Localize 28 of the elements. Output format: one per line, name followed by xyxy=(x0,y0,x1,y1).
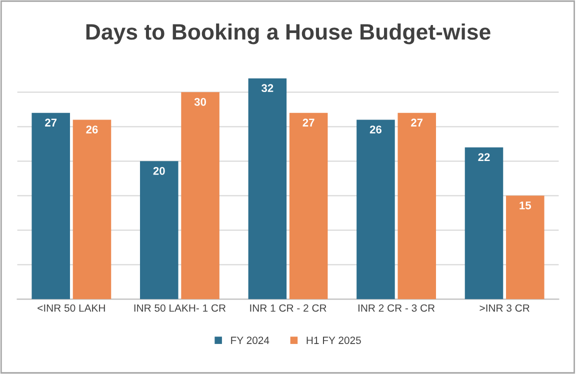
data-label: 15 xyxy=(520,202,532,210)
data-label: 30 xyxy=(194,98,206,106)
x-tick-label: INR 1 CR - 2 CR xyxy=(250,304,326,312)
bar xyxy=(289,112,328,300)
data-label: 26 xyxy=(86,126,98,134)
bar xyxy=(506,196,544,300)
bar xyxy=(140,161,178,300)
data-label: 26 xyxy=(370,126,382,134)
bar xyxy=(181,92,220,300)
legend-label: H1 FY 2025 xyxy=(306,336,361,344)
data-label: 27 xyxy=(45,118,57,126)
bar xyxy=(356,120,395,300)
bar xyxy=(32,112,70,300)
data-label: 32 xyxy=(262,84,274,92)
bar xyxy=(464,147,504,300)
legend-label: FY 2024 xyxy=(231,336,270,344)
bar xyxy=(398,112,436,300)
data-label: 27 xyxy=(302,118,314,126)
bar xyxy=(72,120,112,300)
x-tick-label: >INR 3 CR xyxy=(480,304,530,312)
data-label: 27 xyxy=(411,118,423,126)
x-tick-label: INR 50 LAKH- 1 CR xyxy=(134,304,226,312)
bar xyxy=(248,78,287,300)
data-label: 22 xyxy=(478,153,490,161)
data-label: 20 xyxy=(153,166,165,175)
x-tick-label: INR 2 CR - 3 CR xyxy=(358,304,435,312)
chart-title: Days to Booking a House Budget-wise xyxy=(86,23,490,44)
x-tick-label: <INR 50 LAKH xyxy=(38,304,105,312)
